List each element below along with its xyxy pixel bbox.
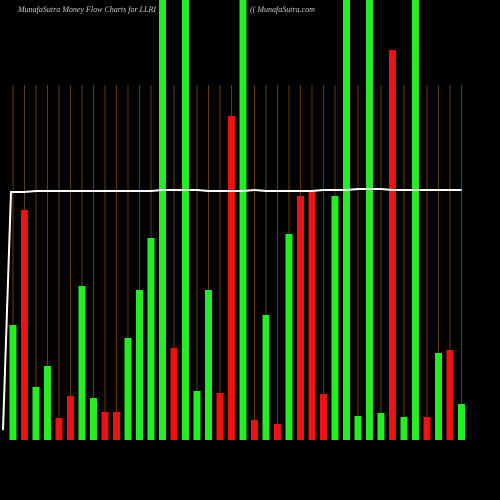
bar (366, 0, 373, 440)
bar (320, 394, 327, 440)
bar (159, 0, 166, 440)
bar (239, 0, 247, 440)
bar (170, 348, 178, 440)
chart-subtitle: (( MunafaSutra.com (250, 5, 315, 14)
bar (262, 315, 270, 440)
bar (78, 286, 86, 440)
bar (446, 350, 454, 440)
bar (308, 192, 316, 440)
bar (285, 234, 293, 440)
bar (389, 50, 396, 440)
bar (9, 325, 17, 440)
bar (274, 424, 281, 440)
bar (412, 0, 419, 440)
bar (55, 418, 63, 440)
bar (228, 116, 235, 440)
bar (182, 0, 189, 440)
bar (193, 391, 201, 440)
money-flow-line (2, 188, 462, 431)
bar (205, 290, 212, 440)
bar (458, 404, 465, 440)
bar (113, 412, 120, 440)
chart-title: MunafaSutra Money Flow Charts for LLRI (17, 5, 156, 14)
bar (124, 338, 132, 440)
bar (343, 0, 350, 440)
bar (101, 412, 109, 440)
bar (377, 413, 385, 440)
bar (331, 196, 339, 440)
bar (147, 238, 155, 440)
bar (136, 290, 143, 440)
bar (21, 210, 28, 440)
bar (216, 393, 224, 440)
bar (32, 387, 40, 440)
bar (354, 416, 362, 440)
bar (44, 366, 51, 440)
bar (90, 398, 97, 440)
bar (251, 420, 258, 440)
bar (297, 196, 304, 440)
bar (423, 417, 431, 440)
bar (400, 417, 408, 440)
bar (435, 353, 442, 440)
bar (67, 396, 74, 440)
